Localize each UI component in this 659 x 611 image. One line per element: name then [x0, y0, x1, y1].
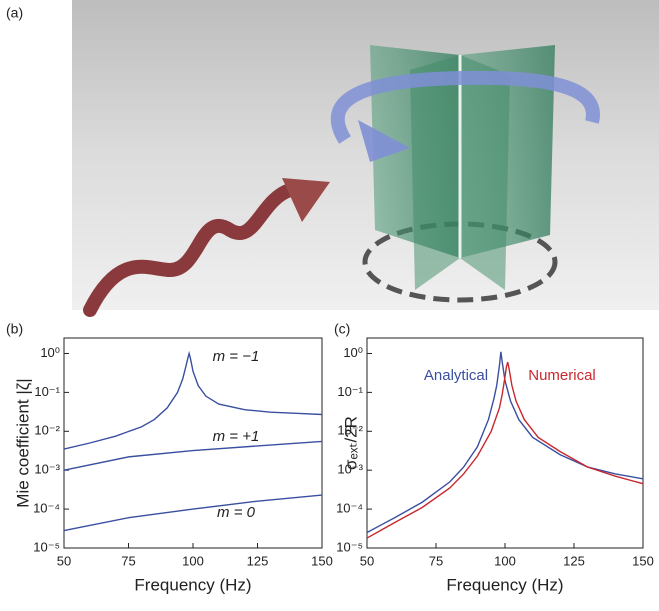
x-tick-label: 150: [632, 553, 654, 568]
y-tick-label: 10⁻⁵: [336, 539, 363, 554]
y-tick-label: 10⁻³: [337, 462, 363, 477]
series-label: m = 0: [217, 504, 256, 521]
x-axis-title: Frequency (Hz): [134, 575, 251, 594]
series-line: [366, 361, 644, 539]
plot-frame: [366, 337, 644, 549]
y-tick-label: 10⁻¹: [34, 384, 60, 399]
y-tick-label: 10⁰: [343, 345, 363, 360]
y-tick-label: 10⁻¹: [337, 384, 363, 399]
render-image: [72, 0, 659, 317]
x-tick-label: 50: [57, 553, 71, 568]
series-line: [63, 494, 323, 532]
series-line: [63, 440, 323, 471]
x-tick-label: 100: [182, 553, 204, 568]
series-label: m = −1: [213, 348, 260, 365]
series-line: [63, 350, 323, 450]
x-tick-label: 50: [360, 553, 374, 568]
y-tick-label: 10⁻²: [34, 423, 60, 438]
x-tick-label: 75: [121, 553, 135, 568]
y-tick-label: 10⁻⁴: [33, 501, 60, 516]
series-label: Numerical: [528, 367, 596, 384]
x-tick-label: 75: [429, 553, 443, 568]
y-tick-label: 10⁻³: [34, 462, 60, 477]
panel-label: (c): [334, 321, 350, 337]
y-tick-label: 10⁻²: [337, 423, 363, 438]
x-tick-label: 150: [311, 553, 333, 568]
y-tick-label: 10⁻⁵: [33, 539, 60, 554]
y-tick-label: 10⁻⁴: [336, 501, 363, 516]
panel-label: (a): [6, 5, 23, 21]
x-tick-label: 125: [247, 553, 269, 568]
x-tick-label: 125: [563, 553, 585, 568]
series-label: m = +1: [213, 428, 260, 445]
x-axis-title: Frequency (Hz): [446, 575, 563, 594]
panel-label: (b): [6, 321, 23, 337]
y-tick-label: 10⁰: [40, 345, 60, 360]
x-tick-label: 100: [494, 553, 516, 568]
series-line: [366, 351, 644, 534]
y-axis-title: Mie coefficient |ζ|: [13, 378, 32, 507]
y-axis-title: σₑₓₜ/2R: [341, 416, 360, 470]
series-label: Analytical: [424, 367, 488, 384]
